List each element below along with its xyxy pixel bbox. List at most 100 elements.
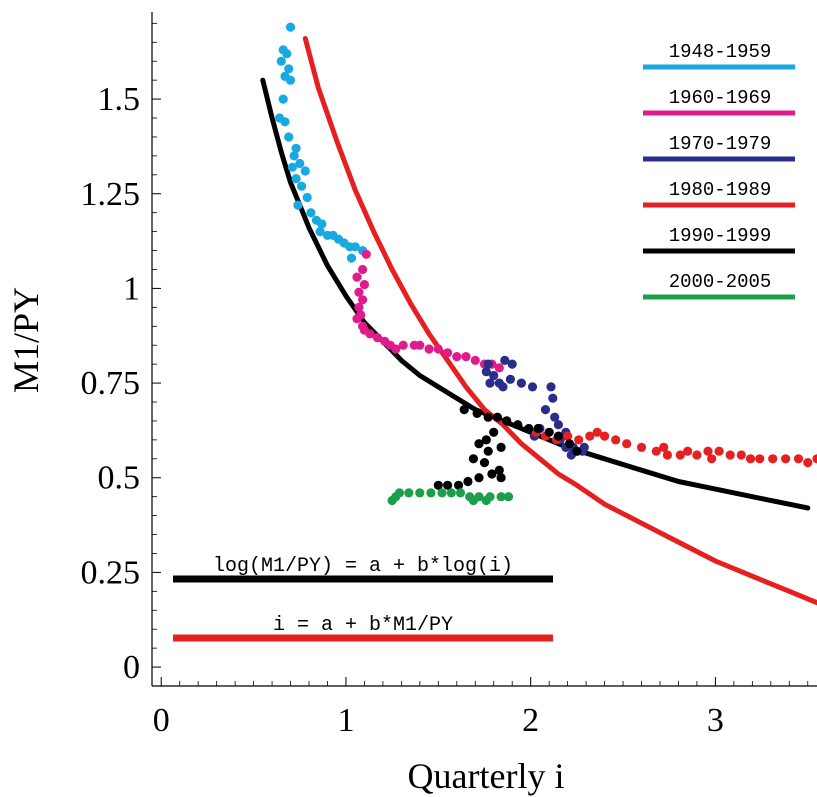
data-point [496,473,506,483]
data-point [793,454,804,464]
legend-item: 1948-1959 [643,41,795,70]
data-point [455,488,466,498]
data-point [433,480,443,490]
legend-item: 1960-1969 [643,87,795,116]
data-point [454,480,464,490]
data-point [284,64,294,74]
y-tick-label: 0 [123,649,140,686]
data-point [527,382,538,392]
legend-item: 1980-1989 [643,179,795,208]
series-1960-1969 [352,249,504,373]
data-point [714,446,724,456]
data-point [302,192,312,203]
data-point [354,302,364,312]
legend-label: 1960-1969 [669,87,772,109]
data-point [592,427,602,437]
data-point [540,405,551,415]
data-point [293,200,303,210]
data-point [433,344,443,354]
legend-item: 1970-1979 [643,133,795,162]
data-point [553,431,564,441]
data-point [622,439,632,449]
data-point [494,465,504,475]
data-point [391,344,401,354]
data-point [468,454,478,464]
data-point [803,458,813,468]
data-point [487,469,497,479]
legend-item: 2000-2005 [643,271,795,300]
data-point [354,287,364,297]
linear-fit-curve [302,36,817,606]
data-point [472,408,482,418]
data-point [659,442,669,452]
y-tick-label: 1.25 [81,176,141,213]
fit-legend-item: i = a + b*M1/PY [173,614,553,642]
data-point [317,219,327,229]
data-point [306,208,316,218]
data-point [280,117,290,127]
series-1948-1959 [274,22,368,263]
legend-label: 1970-1979 [669,133,772,155]
data-point [284,132,294,142]
data-point [483,359,493,369]
data-point [346,253,357,263]
x-tick-label: 2 [522,702,539,739]
data-point [404,488,414,498]
data-point [494,363,504,373]
data-point [474,439,484,449]
data-point [474,473,484,483]
data-point [533,423,543,434]
data-point [282,49,292,59]
data-point [507,359,517,369]
data-points [274,22,817,506]
axes: 0 1 2 3 0 0.25 0.5 0.75 1 1.25 1.5 [81,12,817,739]
data-point [574,435,584,445]
data-point [387,495,397,506]
data-point [553,420,564,430]
legend-label: 2000-2005 [669,271,772,293]
data-point [297,181,307,191]
data-point [291,174,301,184]
data-point [300,166,310,176]
data-point [365,329,375,339]
data-point [544,427,554,437]
data-point [276,56,286,66]
data-point [498,382,508,392]
data-point [481,367,491,377]
data-point [358,295,368,305]
data-point [372,333,382,343]
data-point [295,158,305,169]
data-point [768,454,778,464]
data-point [437,488,447,498]
data-point [812,454,817,464]
data-point [781,454,791,464]
x-tick-label: 1 [337,702,354,739]
data-point [470,355,480,365]
data-point [426,488,436,498]
data-point [703,446,713,456]
data-point [350,242,360,252]
x-axis-title: Quarterly i [408,756,565,796]
data-point [755,454,765,464]
data-point [446,488,456,498]
data-point [611,435,621,445]
series-1990-1999 [433,405,582,490]
data-point [546,382,556,392]
y-tick-label: 1 [123,270,140,307]
y-tick-label: 0.75 [81,365,141,402]
data-point [463,476,473,487]
data-point [496,442,506,452]
data-point [651,446,661,456]
data-point [315,227,325,237]
data-point [289,151,299,161]
legend-label: 1980-1989 [669,179,772,201]
data-point [443,348,453,358]
data-point [524,423,534,434]
data-point [548,393,558,403]
data-point [481,435,491,445]
data-point [358,264,368,275]
data-point [492,412,502,422]
fit-curves [260,36,817,606]
fit-legend: log(M1/PY) = a + b*log(i) i = a + b*M1/PY [173,555,553,642]
